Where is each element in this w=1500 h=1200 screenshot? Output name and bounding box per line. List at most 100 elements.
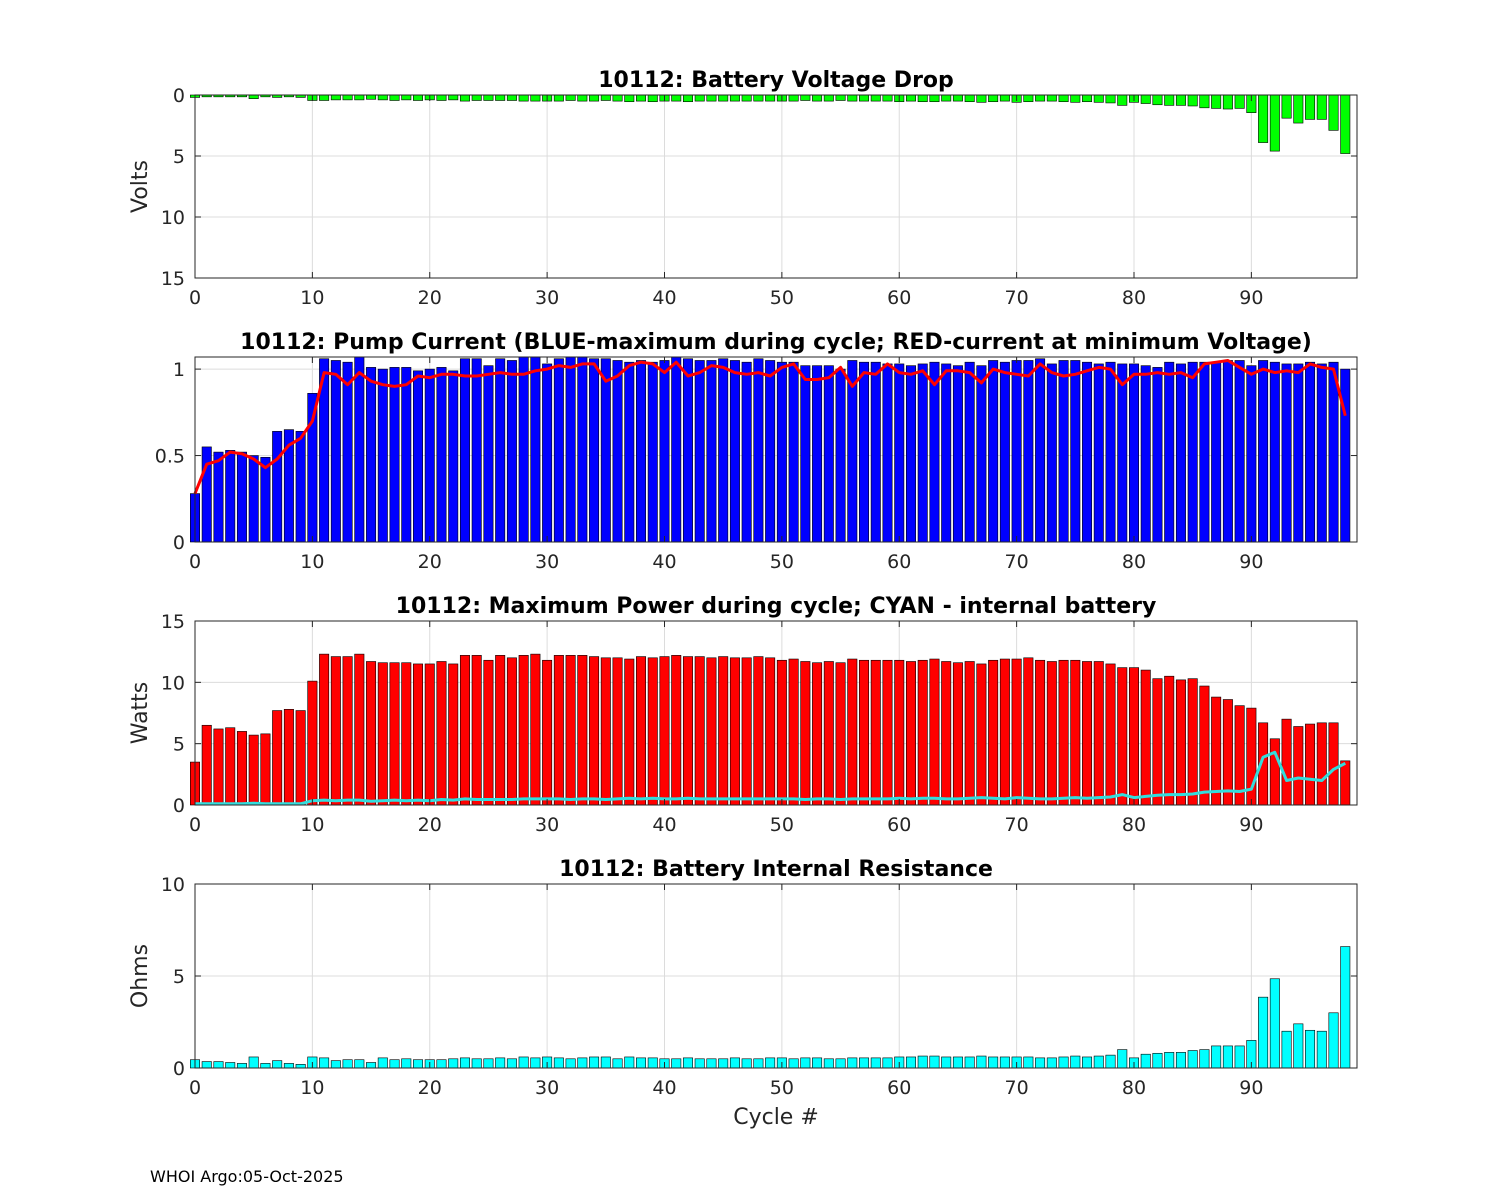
bar-cycle-60 bbox=[894, 659, 905, 806]
bar-cycle-67 bbox=[976, 365, 987, 543]
y-tick-label: 0 bbox=[173, 795, 185, 817]
bar-cycle-50 bbox=[776, 659, 787, 806]
bar-cycle-83 bbox=[1164, 361, 1175, 543]
bar-cycle-67 bbox=[976, 663, 987, 806]
bar-cycle-72 bbox=[1035, 358, 1046, 543]
bar-cycle-36 bbox=[612, 94, 623, 102]
bar-cycle-8 bbox=[283, 1063, 294, 1069]
bar-cycle-47 bbox=[741, 657, 752, 806]
bar-cycle-32 bbox=[565, 356, 576, 543]
bar-cycle-90 bbox=[1246, 365, 1257, 543]
bar-cycle-18 bbox=[401, 662, 412, 806]
bar-cycle-17 bbox=[389, 662, 400, 806]
bar-cycle-2 bbox=[213, 451, 224, 543]
bar-cycle-30 bbox=[542, 363, 553, 543]
x-tick-label: 30 bbox=[535, 814, 559, 836]
bar-cycle-76 bbox=[1082, 661, 1093, 806]
bar-cycle-65 bbox=[952, 365, 963, 543]
bar-cycle-42 bbox=[682, 656, 693, 806]
bar-cycle-54 bbox=[823, 365, 834, 543]
bar-cycle-78 bbox=[1105, 1054, 1116, 1069]
x-tick-label: 0 bbox=[189, 1077, 201, 1099]
bar-cycle-76 bbox=[1082, 361, 1093, 543]
bar-cycle-89 bbox=[1234, 360, 1245, 543]
bar-cycle-42 bbox=[682, 358, 693, 543]
bar-cycle-81 bbox=[1140, 669, 1151, 806]
bar-cycle-36 bbox=[612, 360, 623, 543]
bar-cycle-55 bbox=[835, 94, 846, 101]
bar-cycle-79 bbox=[1117, 667, 1128, 806]
bar-cycle-62 bbox=[917, 363, 928, 543]
x-tick-label: 10 bbox=[300, 287, 324, 309]
bar-cycle-53 bbox=[812, 365, 823, 543]
bar-cycle-75 bbox=[1070, 1055, 1081, 1069]
bar-cycle-29 bbox=[530, 356, 541, 543]
x-tick-label: 80 bbox=[1122, 1077, 1146, 1099]
y-tick-label: 5 bbox=[173, 734, 185, 756]
bar-cycle-97 bbox=[1328, 722, 1339, 806]
bar-cycle-13 bbox=[342, 361, 353, 543]
bar-cycle-88 bbox=[1222, 699, 1233, 806]
bar-cycle-12 bbox=[330, 94, 341, 101]
bar-cycle-61 bbox=[905, 1056, 916, 1069]
x-tick-label: 70 bbox=[1005, 551, 1029, 573]
panel-title: 10112: Maximum Power during cycle; CYAN … bbox=[396, 594, 1157, 619]
bar-cycle-86 bbox=[1199, 685, 1210, 806]
x-tick-label: 90 bbox=[1239, 1077, 1263, 1099]
bar-cycle-79 bbox=[1117, 94, 1128, 106]
bar-cycle-27 bbox=[506, 1058, 517, 1069]
bar-cycle-1 bbox=[201, 1061, 212, 1069]
bar-cycle-85 bbox=[1187, 678, 1198, 806]
bar-cycle-45 bbox=[718, 1058, 729, 1069]
bar-cycle-29 bbox=[530, 1057, 541, 1069]
y-axis-label: Watts bbox=[128, 682, 153, 745]
bar-cycle-46 bbox=[729, 94, 740, 102]
bar-cycle-75 bbox=[1070, 360, 1081, 543]
panel-title: 10112: Battery Internal Resistance bbox=[559, 857, 993, 882]
series-line bbox=[195, 750, 1346, 806]
bar-cycle-92 bbox=[1269, 361, 1280, 543]
x-tick-label: 80 bbox=[1122, 551, 1146, 573]
bar-cycle-91 bbox=[1258, 996, 1269, 1069]
footer-stamp: WHOI Argo:05-Oct-2025 bbox=[150, 1167, 344, 1186]
bar-cycle-13 bbox=[342, 94, 353, 101]
bar-cycle-33 bbox=[577, 1057, 588, 1069]
bar-cycle-15 bbox=[366, 94, 377, 100]
x-tick-label: 40 bbox=[652, 287, 676, 309]
bar-cycle-5 bbox=[248, 734, 259, 806]
bar-cycle-46 bbox=[729, 360, 740, 543]
bar-cycle-55 bbox=[835, 1058, 846, 1069]
bar-cycle-96 bbox=[1316, 363, 1327, 543]
bar-cycle-49 bbox=[765, 657, 776, 806]
bar-cycle-84 bbox=[1175, 1052, 1186, 1069]
bar-cycle-47 bbox=[741, 1058, 752, 1069]
bar-cycle-38 bbox=[636, 360, 647, 543]
bar-cycle-2 bbox=[213, 728, 224, 806]
bar-cycle-51 bbox=[788, 658, 799, 806]
bar-cycle-80 bbox=[1128, 363, 1139, 543]
y-axis-label: Ohms bbox=[128, 944, 153, 1008]
bar-cycle-86 bbox=[1199, 1049, 1210, 1069]
bar-cycle-14 bbox=[354, 356, 365, 543]
bar-cycle-59 bbox=[882, 94, 893, 102]
bar-cycle-37 bbox=[624, 1056, 635, 1069]
x-tick-label: 20 bbox=[418, 814, 442, 836]
x-tick-label: 80 bbox=[1122, 814, 1146, 836]
bar-cycle-17 bbox=[389, 367, 400, 543]
bar-cycle-25 bbox=[483, 365, 494, 543]
bar-cycle-19 bbox=[413, 1059, 424, 1069]
bar-cycle-78 bbox=[1105, 663, 1116, 806]
y-tick-label: 5 bbox=[173, 966, 185, 988]
bar-cycle-62 bbox=[917, 659, 928, 806]
bar-cycle-38 bbox=[636, 1057, 647, 1069]
bar-cycle-94 bbox=[1293, 94, 1304, 124]
panel-2: 0 10 20 30 40 50 60 70 80 90 0 0.5 1 10112: Pump Curr… bbox=[155, 330, 1358, 573]
bars bbox=[190, 94, 1351, 154]
bar-cycle-49 bbox=[765, 360, 776, 543]
bar-cycle-45 bbox=[718, 94, 729, 102]
bar-cycle-3 bbox=[225, 450, 236, 543]
bar-cycle-42 bbox=[682, 1057, 693, 1069]
bar-cycle-89 bbox=[1234, 94, 1245, 109]
x-tick-label: 20 bbox=[418, 1077, 442, 1099]
bar-cycle-16 bbox=[377, 94, 388, 101]
